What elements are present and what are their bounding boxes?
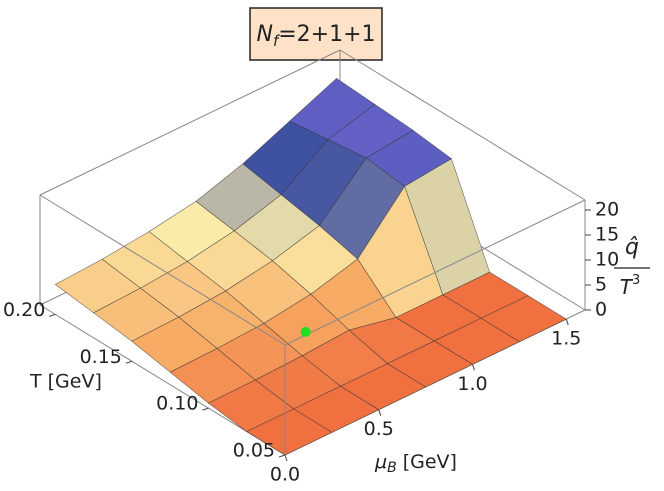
x-tick [284, 454, 288, 462]
x-tick-label: 1.5 [551, 328, 581, 350]
y-tick [278, 454, 286, 458]
z-label-base: T [620, 275, 634, 299]
title-sub: f [273, 32, 281, 50]
x-axis-label: μB [GeV] [374, 451, 457, 477]
title-rest: =2+1+1 [278, 22, 375, 47]
x-tick [472, 364, 475, 371]
z-tick-label: 15 [595, 224, 619, 246]
x-tick-label: 1.0 [457, 373, 487, 395]
y-tick [202, 407, 209, 411]
box-edge [39, 49, 341, 196]
box-edge [39, 194, 286, 346]
x-label-unit: [GeV] [403, 451, 457, 473]
z-tick-label: 5 [595, 274, 607, 296]
y-tick-label: 0.05 [233, 440, 275, 462]
z-axis-label: q̂ T3 [614, 235, 650, 299]
title-main: N [256, 22, 272, 47]
x-tick-label: 0.0 [270, 464, 300, 486]
z-tick-label: 10 [595, 249, 619, 271]
title-box: Nf=2+1+1 [249, 7, 383, 61]
z-tick-label: 20 [595, 199, 619, 221]
y-tick-label: 0.10 [156, 393, 198, 415]
box-edge [339, 49, 586, 201]
x-tick [565, 318, 569, 326]
y-tick [125, 360, 133, 364]
title-frame [249, 7, 383, 61]
y-tick-label: 0.15 [80, 346, 122, 368]
box-edge [284, 199, 586, 346]
x-tick-label: 0.5 [364, 418, 394, 440]
x-label-main: μ [374, 451, 387, 473]
chart-title: Nf=2+1+1 [256, 22, 375, 50]
z-label-sup: 3 [632, 273, 640, 288]
z-label-top: q̂ [625, 235, 639, 260]
z-label-bottom: T3 [620, 273, 641, 299]
y-tick [49, 313, 56, 317]
surface-patch [246, 408, 333, 456]
x-label-sub: B [387, 460, 397, 476]
y-tick-label: 0.20 [3, 299, 45, 321]
surface [54, 78, 567, 456]
x-tick [378, 409, 382, 416]
y-axis-label: T [GeV] [29, 371, 102, 393]
z-tick-label: 0 [595, 299, 607, 321]
critical-point [300, 326, 311, 337]
